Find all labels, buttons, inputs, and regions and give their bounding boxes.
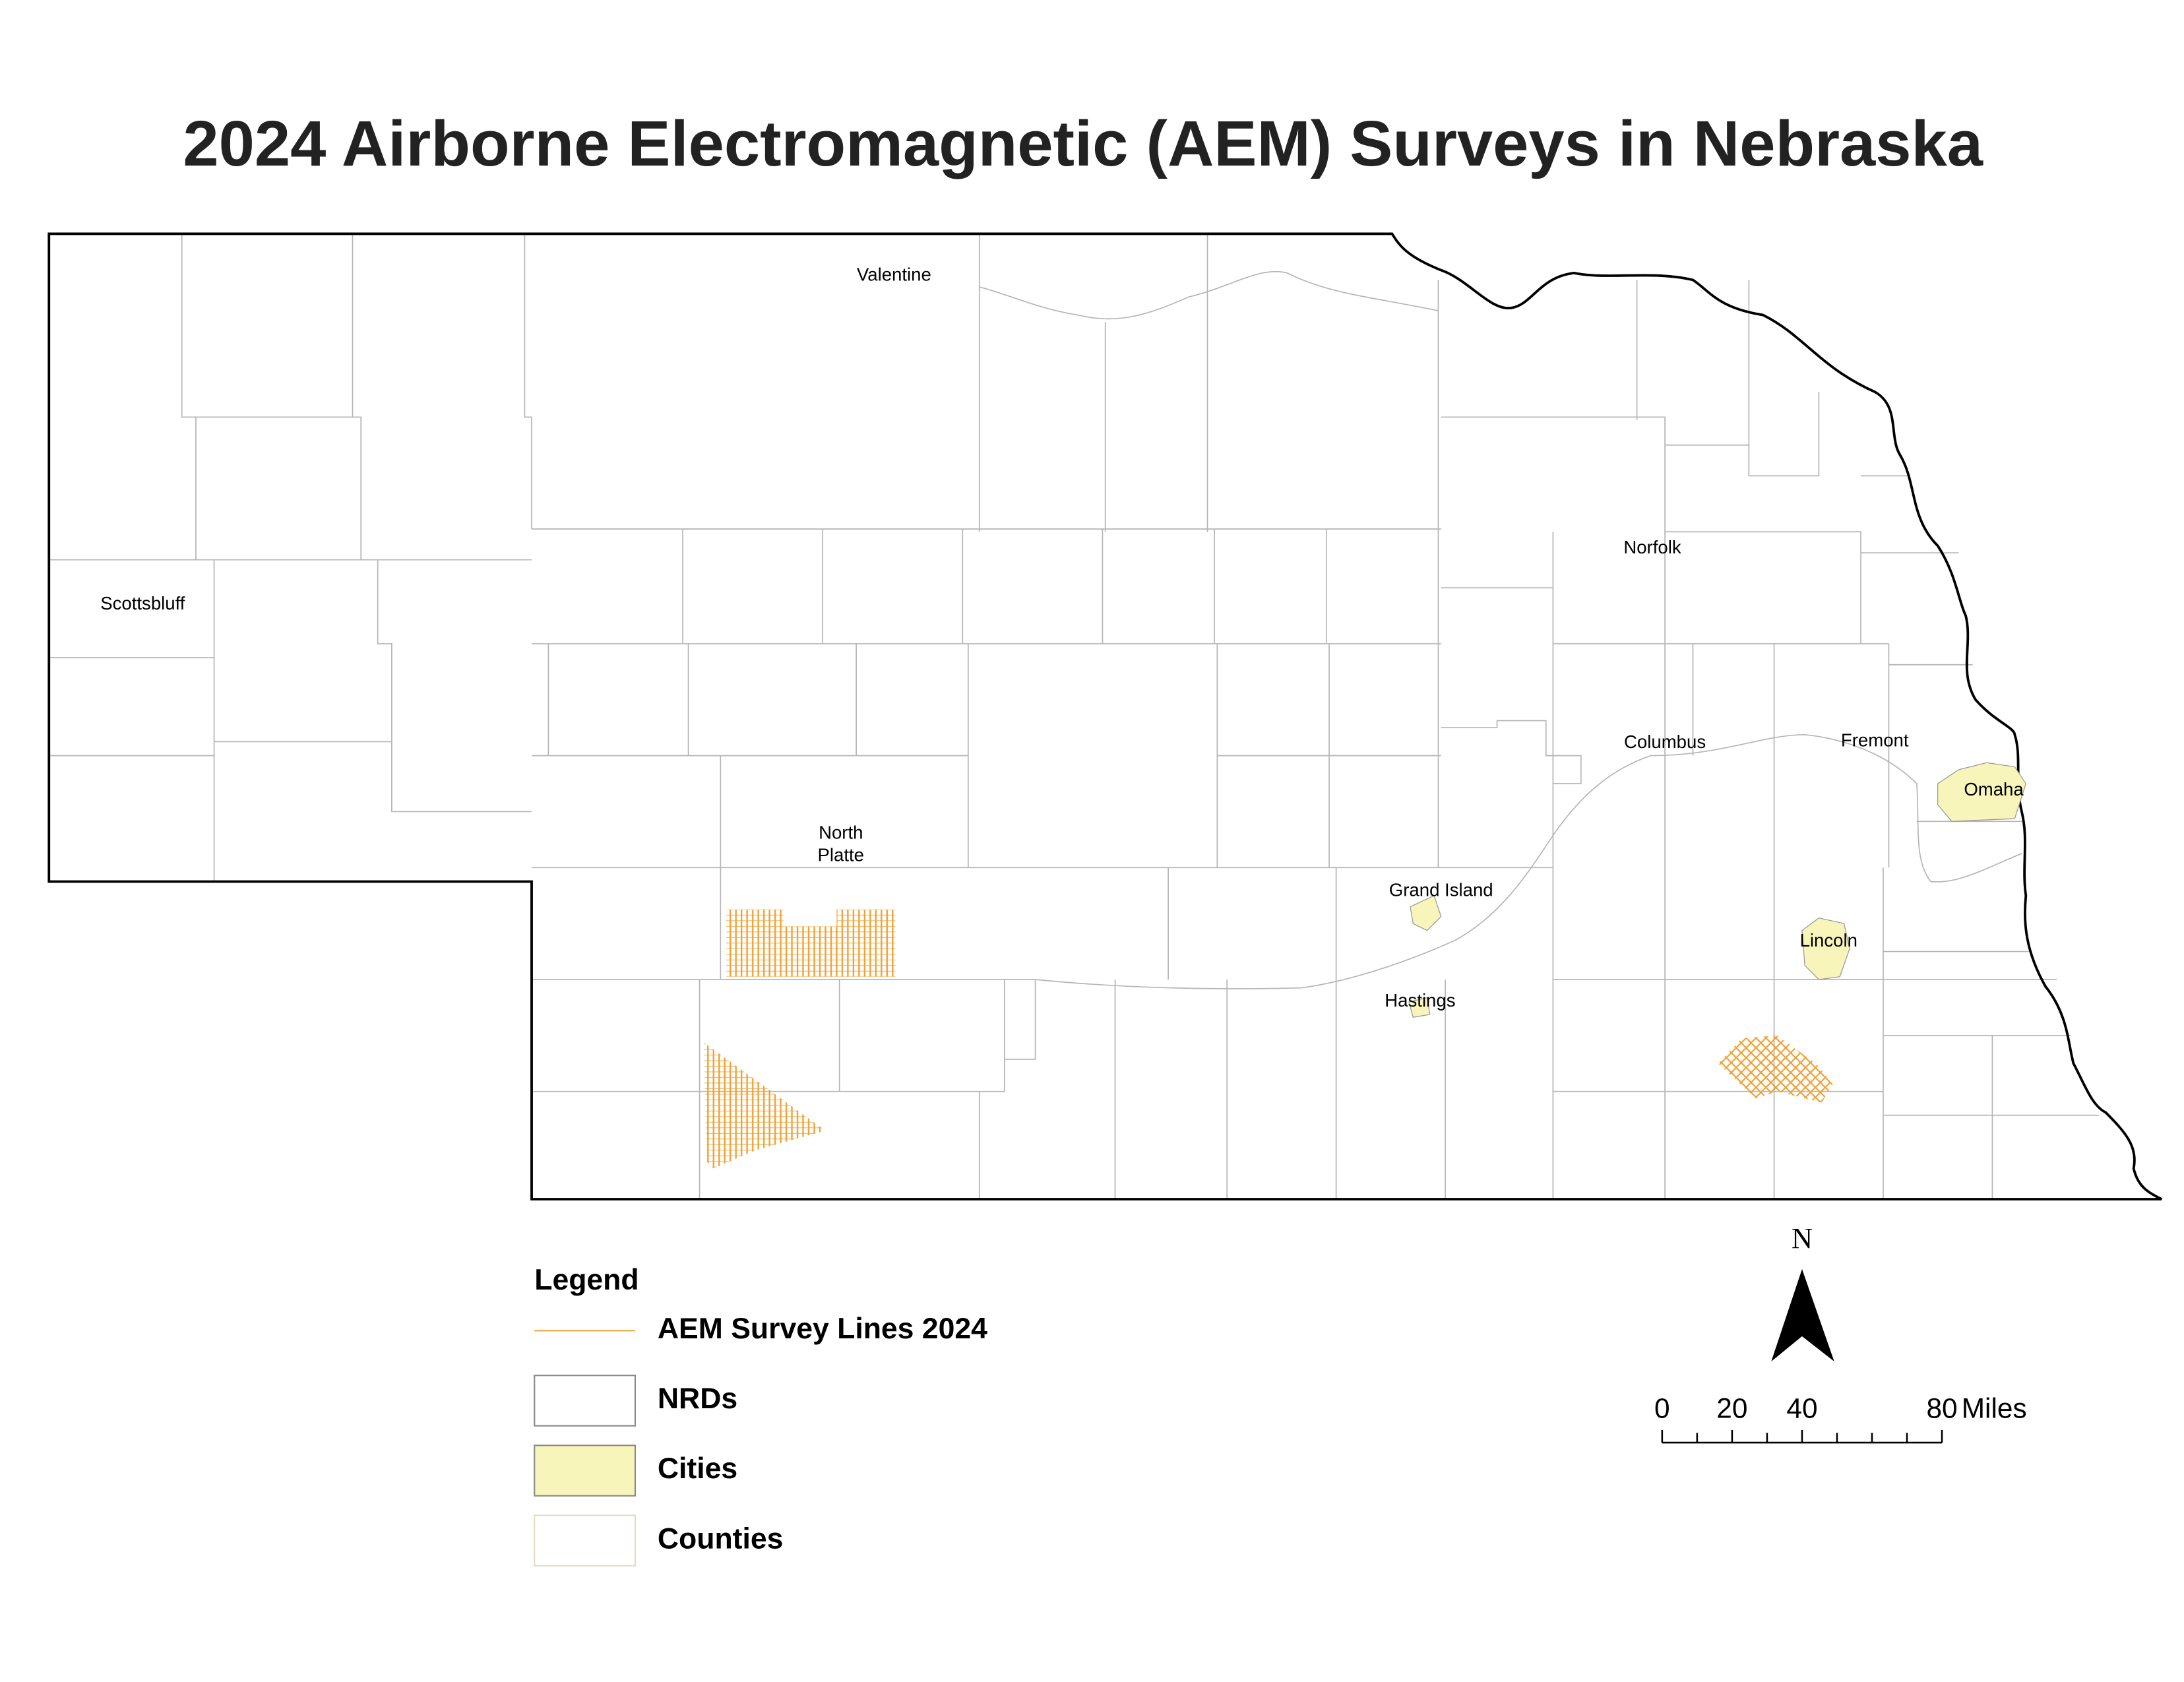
city-areas	[1408, 762, 2027, 1018]
city-label: North	[819, 823, 863, 843]
city-label: Hastings	[1385, 990, 1455, 1011]
legend-label: Cities	[658, 1452, 737, 1485]
scale-line	[1661, 1429, 1943, 1444]
survey-lines	[703, 909, 1833, 1169]
state-outline	[47, 232, 2162, 1200]
scale-label: 20	[1716, 1392, 1747, 1423]
legend: Legend AEM Survey Lines 2024 NRDs Cities…	[534, 1264, 987, 1567]
city-label: Platte	[818, 845, 864, 865]
scale-bar: Miles 0 20 40 80	[1654, 1392, 2027, 1444]
city-label: Grand Island	[1389, 880, 1493, 900]
legend-label: NRDs	[658, 1383, 737, 1415]
city-label: Fremont	[1841, 730, 1909, 751]
city-label: Scottsbluff	[100, 593, 185, 613]
scale-label: 0	[1654, 1392, 1670, 1423]
legend-swatch	[534, 1514, 637, 1567]
north-arrow-icon	[1771, 1269, 1834, 1362]
city-label: Columbus	[1624, 732, 1706, 752]
legend-swatch	[534, 1445, 637, 1497]
north-arrow: N	[1771, 1222, 1834, 1362]
city-label: Norfolk	[1623, 537, 1681, 557]
scale-unit: Miles	[1962, 1392, 2027, 1423]
city-label: Lincoln	[1800, 930, 1857, 950]
legend-swatch	[534, 1375, 637, 1427]
counties	[49, 234, 2099, 1199]
legend-label: Counties	[658, 1522, 783, 1555]
scale-label: 80	[1926, 1392, 1957, 1423]
scale-label: 40	[1786, 1392, 1817, 1423]
city-label: Valentine	[857, 264, 931, 284]
north-label: N	[1792, 1222, 1813, 1255]
legend-label: AEM Survey Lines 2024	[658, 1313, 987, 1345]
map-title: 2024 Airborne Electromagnetic (AEM) Surv…	[183, 108, 1983, 179]
city-label: Omaha	[1964, 779, 2024, 799]
legend-title: Legend	[534, 1264, 639, 1296]
